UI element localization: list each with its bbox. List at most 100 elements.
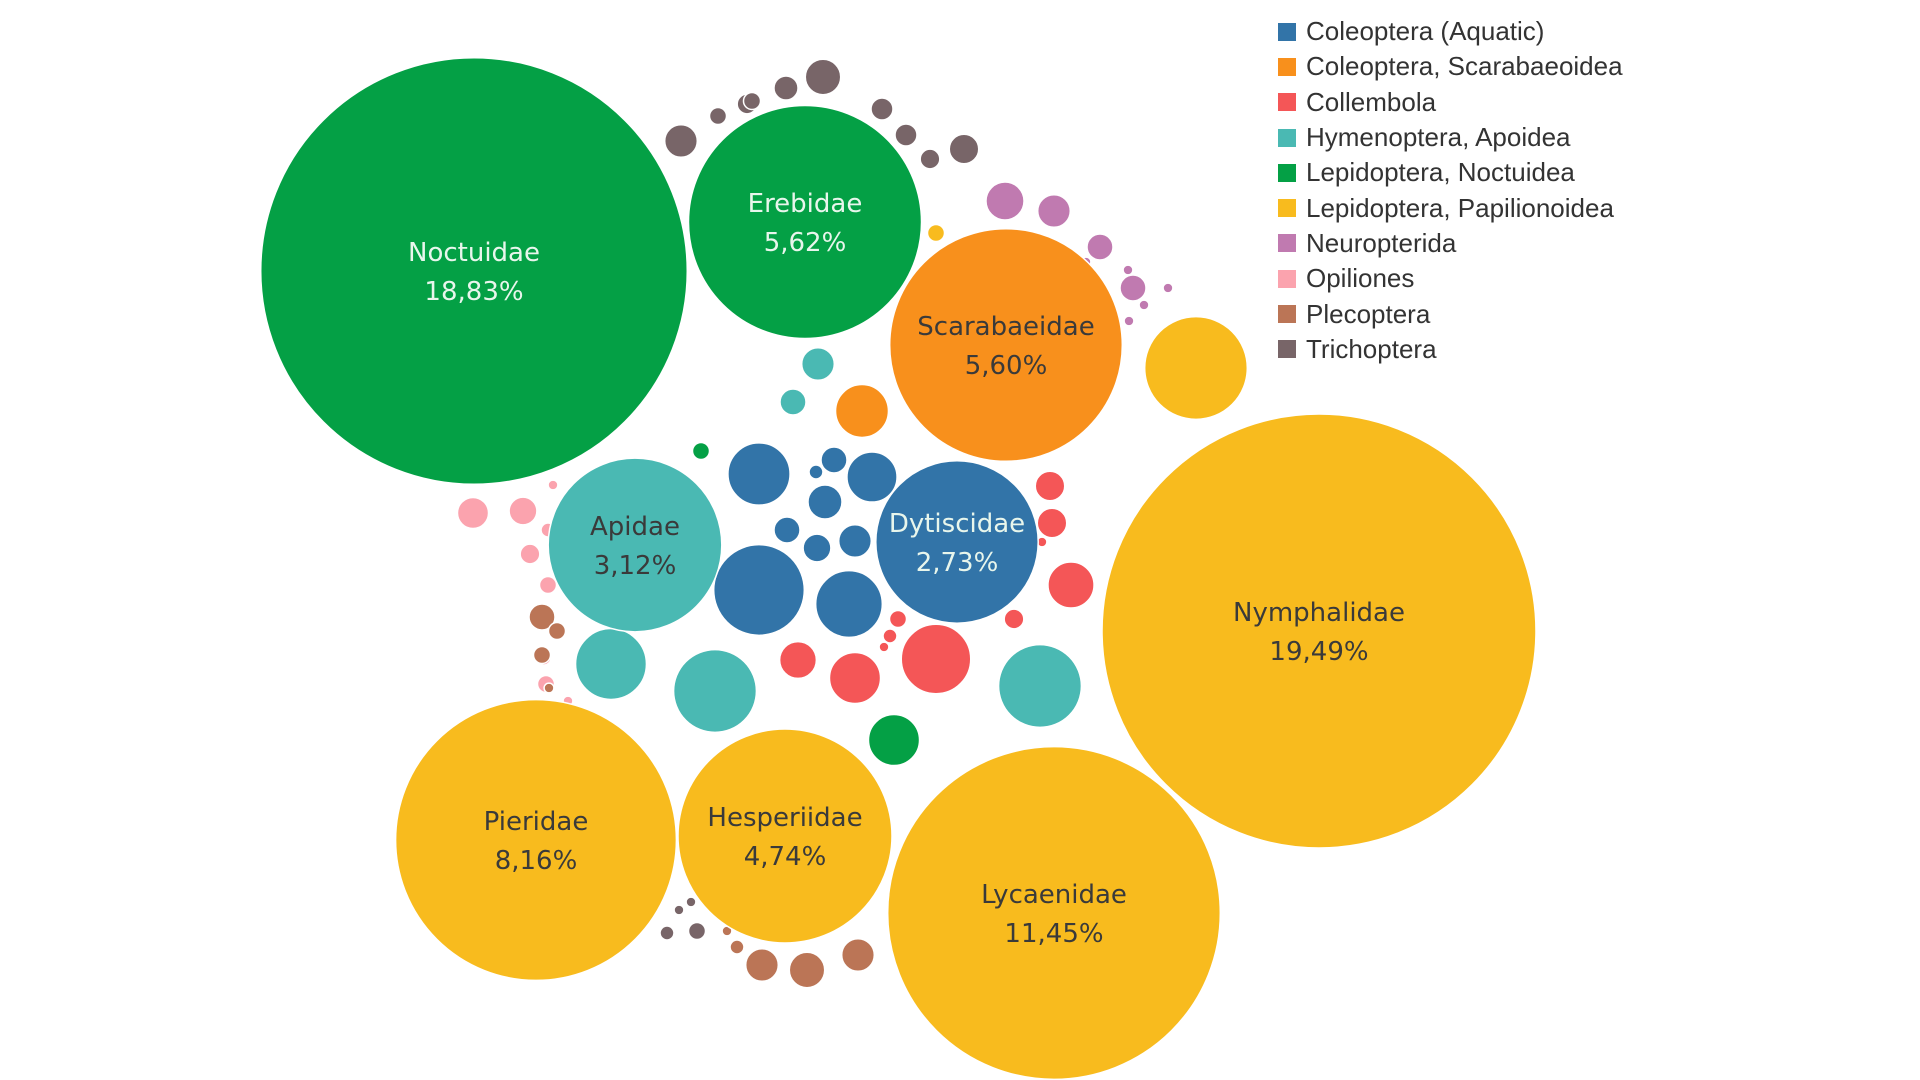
bubble-coleoptera-aquatic-9 (820, 446, 848, 474)
bubble-coleoptera-aquatic-8 (773, 516, 801, 544)
bubble-name-label: Nymphalidae (1233, 598, 1405, 628)
bubble-value-label: 3,12% (594, 551, 677, 581)
bubble-plecoptera-7 (729, 939, 745, 955)
legend-swatch (1278, 234, 1296, 253)
bubble-neuropterida-7 (1122, 264, 1134, 276)
bubble-hymenoptera-apoidea-5 (800, 346, 836, 382)
bubble-plecoptera-8 (543, 682, 555, 694)
legend-label: Lepidoptera, Noctuidea (1306, 157, 1575, 188)
bubble-collembola-1 (900, 623, 972, 695)
bubble-trichoptera-11 (742, 91, 762, 111)
legend-item: Lepidoptera, Papilionoidea (1278, 190, 1623, 225)
bubble-coleoptera-aquatic-5 (807, 484, 843, 520)
bubble-coleoptera-scarabaeoidea-1 (834, 383, 890, 439)
bubble-noctuidae (259, 56, 689, 486)
bubble-neuropterida-4 (1119, 274, 1147, 302)
bubble-coleoptera-aquatic-6 (837, 523, 873, 559)
legend-label: Lepidoptera, Papilionoidea (1306, 192, 1614, 223)
bubble-hesperiidae (677, 728, 893, 944)
legend-label: Coleoptera (Aquatic) (1306, 16, 1545, 47)
bubble-trichoptera-12 (659, 925, 675, 941)
legend-item: Collembola (1278, 85, 1623, 120)
bubble-name-label: Apidae (590, 512, 680, 542)
bubble-name-label: Erebidae (748, 189, 863, 219)
bubble-lepidoptera-noctuidea-2 (691, 441, 711, 461)
bubble-value-label: 19,49% (1269, 637, 1368, 667)
bubble-plecoptera-5 (547, 621, 567, 641)
bubble-name-label: Lycaenidae (981, 880, 1127, 910)
legend-item: Neuropterida (1278, 226, 1623, 261)
legend-item: Coleoptera, Scarabaeoidea (1278, 49, 1623, 84)
bubble-neuropterida-2 (1036, 193, 1072, 229)
bubble-value-label: 8,16% (495, 846, 578, 876)
legend-swatch (1278, 93, 1296, 112)
bubble-lycaenidae (886, 745, 1222, 1080)
bubble-trichoptera-15 (673, 904, 685, 916)
bubble-neuropterida-5 (1162, 282, 1174, 294)
bubble-plecoptera-2 (840, 937, 876, 973)
bubble-collembola-8 (888, 609, 908, 629)
bubble-name-label: Scarabaeidae (917, 312, 1094, 342)
bubble-collembola-2 (828, 651, 882, 705)
legend-label: Opiliones (1306, 263, 1415, 294)
bubble-trichoptera-10 (687, 921, 707, 941)
bubble-name-label: Pieridae (484, 807, 589, 837)
bubble-name-label: Dytiscidae (889, 509, 1025, 539)
bubble-coleoptera-aquatic-1 (712, 543, 806, 637)
bubble-plecoptera-4 (528, 603, 556, 631)
bubble-collembola-13 (878, 641, 890, 653)
bubble-opiliones-2 (508, 496, 538, 526)
bubble-neuropterida-9 (1138, 299, 1150, 311)
bubble-hymenoptera-apoidea-3 (574, 627, 648, 701)
legend-label: Hymenoptera, Apoidea (1306, 122, 1571, 153)
bubble-collembola-6 (1036, 507, 1068, 539)
legend-label: Plecoptera (1306, 298, 1431, 329)
bubble-dytiscidae (875, 460, 1039, 624)
bubble-trichoptera-13 (685, 896, 697, 908)
bubble-trichoptera-7 (919, 148, 941, 170)
legend-item: Opiliones (1278, 261, 1623, 296)
bubble-value-label: 4,74% (744, 842, 827, 872)
bubble-value-label: 5,60% (965, 351, 1048, 381)
bubble-lepidoptera-noctuidea-1 (867, 713, 921, 767)
legend-label: Neuropterida (1306, 227, 1457, 258)
legend-item: Lepidoptera, Noctuidea (1278, 155, 1623, 190)
bubble-collembola-5 (1034, 470, 1066, 502)
bubble-coleoptera-aquatic-7 (802, 533, 832, 563)
bubble-hymenoptera-apoidea-1 (997, 643, 1083, 729)
bubble-nymphalidae (1101, 413, 1537, 849)
bubble-value-label: 18,83% (424, 277, 523, 307)
bubble-name-label: Noctuidae (408, 238, 540, 268)
legend-item: Hymenoptera, Apoidea (1278, 120, 1623, 155)
legend-label: Collembola (1306, 86, 1437, 117)
legend-swatch (1278, 340, 1296, 359)
legend-swatch (1278, 128, 1296, 147)
bubble-trichoptera-1 (804, 58, 842, 96)
legend-swatch (1278, 57, 1296, 76)
bubble-plecoptera-1 (788, 951, 826, 989)
bubble-opiliones-8 (547, 479, 559, 491)
legend-swatch (1278, 199, 1296, 218)
bubble-plecoptera-3 (744, 947, 780, 983)
bubble-opiliones-3 (519, 543, 541, 565)
bubble-trichoptera-9 (708, 106, 728, 126)
bubble-trichoptera-2 (663, 123, 699, 159)
bubble-hymenoptera-apoidea-4 (779, 388, 807, 416)
bubble-apidae (547, 457, 723, 633)
legend-item: Plecoptera (1278, 296, 1623, 331)
bubble-erebidae (687, 104, 923, 340)
bubble-name-label: Hesperiidae (707, 803, 862, 833)
bubble-neuropterida-3 (1086, 233, 1114, 261)
legend-label: Trichoptera (1306, 333, 1437, 364)
bubble-scarabaeidae (888, 227, 1124, 463)
legend-swatch (1278, 305, 1296, 324)
bubble-trichoptera-3 (948, 133, 980, 165)
legend-label: Coleoptera, Scarabaeoidea (1306, 51, 1623, 82)
bubble-neuropterida-1 (985, 181, 1025, 221)
bubble-coleoptera-aquatic-10 (808, 464, 824, 480)
bubble-coleoptera-aquatic-3 (727, 442, 791, 506)
bubble-hymenoptera-apoidea-2 (672, 648, 758, 734)
bubble-value-label: 5,62% (764, 228, 847, 258)
bubble-pieridae (394, 698, 678, 982)
